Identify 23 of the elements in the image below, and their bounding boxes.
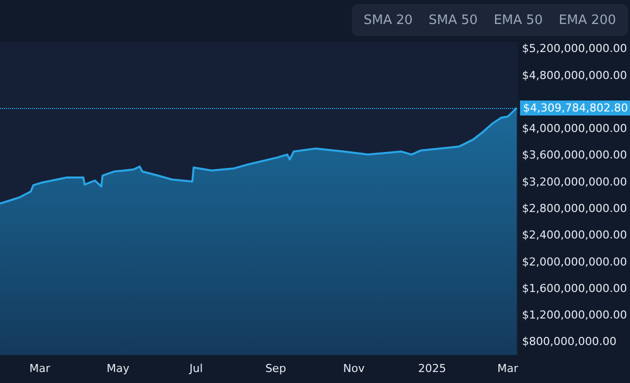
text: EMA 50 — [492, 12, 544, 28]
y-tick-label: $1,600,000,000.00 — [522, 282, 627, 295]
x-tick-label: Sep — [265, 362, 286, 375]
y-tick-label: $2,800,000,000.00 — [522, 202, 627, 215]
x-tick-label: Mar — [29, 362, 51, 375]
text: SMA 20 — [362, 12, 414, 28]
y-tick-label: $2,400,000,000.00 — [522, 228, 627, 242]
y-tick-label: $4,800,000,000.00 — [522, 68, 627, 82]
y-tick-label: $5,200,000,000.00 — [522, 42, 627, 56]
y-tick-label: $3,200,000,000.00 — [522, 175, 627, 188]
text: SMA 50 — [428, 12, 479, 28]
x-tick-label: 2025 — [418, 362, 446, 375]
ref-line-label: $4,309,784,802.80 — [523, 101, 628, 114]
x-tick-label: Mar — [497, 362, 519, 375]
x-tick-label: Nov — [343, 362, 366, 375]
x-tick-label: Jul — [188, 362, 203, 375]
y-tick-label: $4,000,000,000.00 — [522, 122, 627, 136]
y-tick-label: $2,000,000,000.00 — [522, 255, 627, 268]
x-tick-label: May — [106, 362, 130, 375]
y-tick-label: $1,200,000,000.00 — [522, 308, 627, 322]
y-tick-label: $800,000,000.00 — [522, 335, 617, 348]
text: EMA 200 — [558, 12, 617, 28]
y-tick-label: $3,600,000,000.00 — [522, 148, 627, 162]
